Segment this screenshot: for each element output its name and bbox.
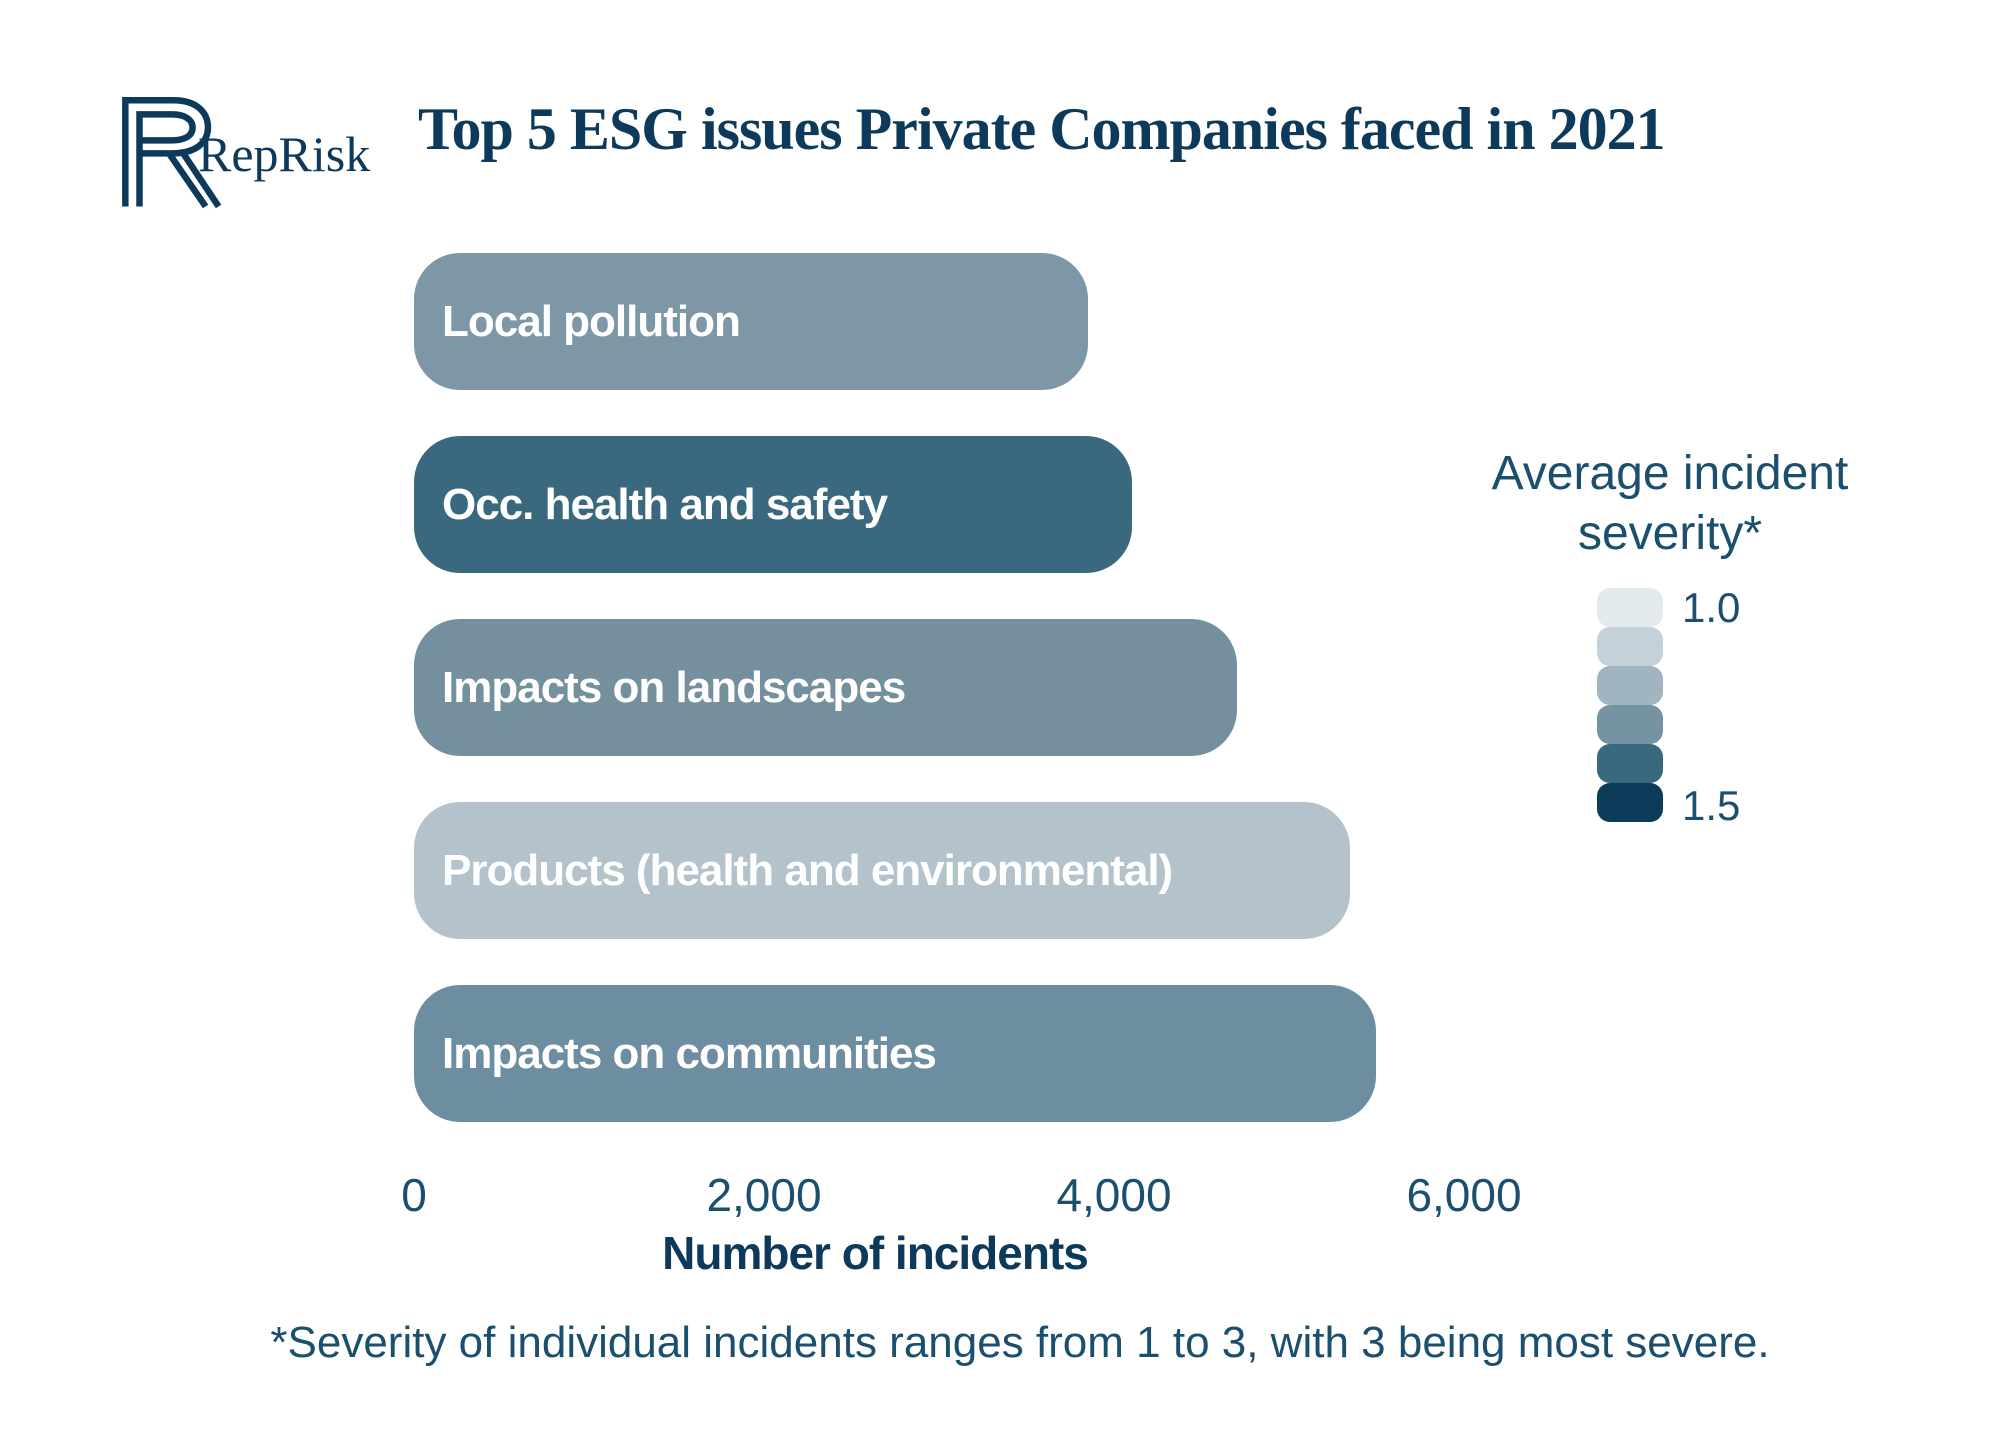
bar-occ-health-and-safety: Occ. health and safety — [414, 436, 1132, 573]
reprisk-wordmark: RepRisk — [198, 126, 371, 182]
legend-swatch-3 — [1597, 666, 1663, 705]
x-axis-tick-2000: 2,000 — [706, 1169, 822, 1221]
bar-label: Impacts on landscapes — [442, 662, 906, 712]
footnote: *Severity of individual incidents ranges… — [270, 1318, 1770, 1367]
bar-local-pollution: Local pollution — [414, 253, 1088, 390]
legend-color-scale — [1597, 588, 1663, 822]
bar-label: Local pollution — [442, 296, 741, 346]
legend-min-value: 1.0 — [1682, 584, 1741, 631]
legend-swatch-6 — [1597, 783, 1663, 822]
legend-swatch-1 — [1597, 588, 1663, 627]
legend-max-value: 1.5 — [1682, 782, 1741, 829]
x-axis-tick-0: 0 — [401, 1169, 427, 1221]
x-axis-tick-4000: 4,000 — [1056, 1169, 1172, 1221]
legend-title-line1: Average incident — [1491, 447, 1849, 500]
page-title: Top 5 ESG issues Private Companies faced… — [418, 96, 1666, 162]
bar-impacts-on-landscapes: Impacts on landscapes — [414, 619, 1237, 756]
legend-title-line2: severity* — [1577, 507, 1763, 560]
reprisk-logo-icon — [122, 97, 222, 209]
bar-label: Impacts on communities — [442, 1028, 937, 1078]
bar-products-health-and-environmental: Products (health and environmental) — [414, 802, 1350, 939]
legend-swatch-2 — [1597, 627, 1663, 666]
bar-label: Products (health and environmental) — [442, 845, 1173, 895]
x-axis-tick-6000: 6,000 — [1406, 1169, 1522, 1221]
bar-label: Occ. health and safety — [442, 479, 888, 529]
bar-impacts-on-communities: Impacts on communities — [414, 985, 1376, 1122]
legend-swatch-4 — [1597, 705, 1663, 744]
x-axis-title: Number of incidents — [662, 1227, 1089, 1279]
legend-swatch-5 — [1597, 744, 1663, 783]
legend-title: Average incident severity* — [1440, 444, 1900, 564]
